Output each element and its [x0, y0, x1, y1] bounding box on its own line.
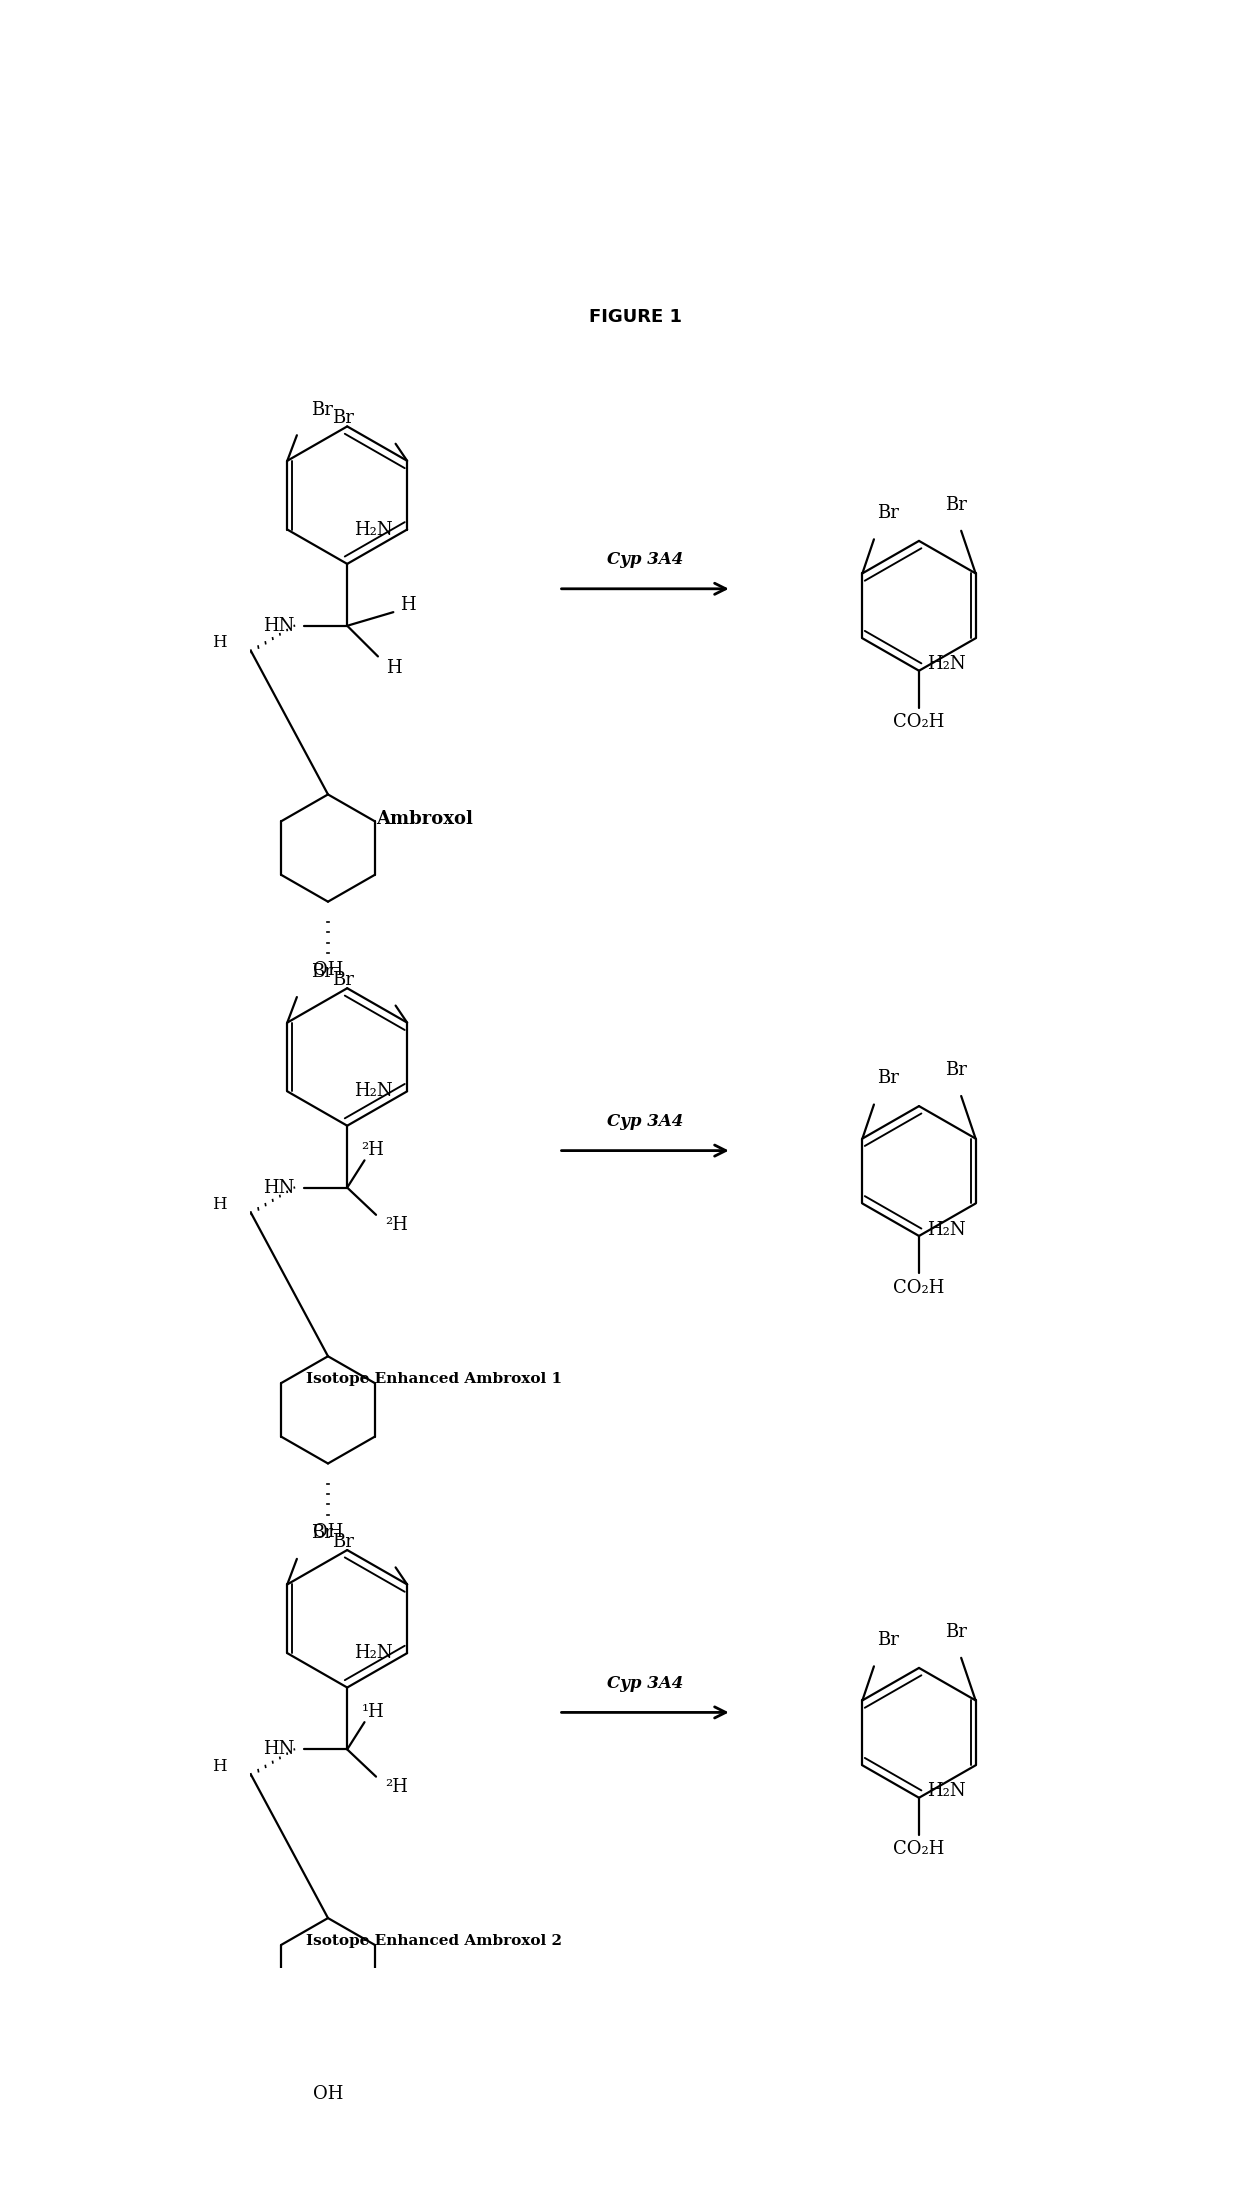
Text: Br: Br — [311, 1523, 334, 1543]
Text: OH: OH — [312, 962, 343, 979]
Text: H: H — [386, 659, 402, 677]
Text: Br: Br — [311, 962, 334, 979]
Text: ¹H: ¹H — [362, 1702, 384, 1720]
Text: Br: Br — [945, 1061, 967, 1079]
Text: CO₂H: CO₂H — [893, 714, 945, 732]
Text: HN: HN — [263, 1740, 294, 1758]
Text: Br: Br — [877, 504, 899, 522]
Text: Br: Br — [332, 1532, 355, 1550]
Text: Br: Br — [332, 409, 355, 427]
Text: CO₂H: CO₂H — [893, 1278, 945, 1296]
Text: FIGURE 1: FIGURE 1 — [589, 307, 682, 325]
Text: H: H — [401, 597, 415, 615]
Text: Cyp 3A4: Cyp 3A4 — [606, 551, 683, 568]
Text: Br: Br — [945, 1623, 967, 1641]
Text: H: H — [212, 1196, 227, 1214]
Text: Br: Br — [945, 495, 967, 513]
Text: H₂N: H₂N — [928, 1782, 966, 1800]
Text: Br: Br — [877, 1632, 899, 1649]
Text: Br: Br — [332, 971, 355, 988]
Text: Isotope Enhanced Ambroxol 1: Isotope Enhanced Ambroxol 1 — [305, 1371, 562, 1386]
Text: Isotope Enhanced Ambroxol 2: Isotope Enhanced Ambroxol 2 — [306, 1935, 562, 1948]
Text: ²H: ²H — [386, 1216, 408, 1234]
Text: H: H — [212, 635, 227, 652]
Text: H₂N: H₂N — [355, 520, 393, 539]
Text: H₂N: H₂N — [928, 1220, 966, 1238]
Text: H₂N: H₂N — [355, 1645, 393, 1663]
Text: Cyp 3A4: Cyp 3A4 — [606, 1112, 683, 1130]
Text: Br: Br — [877, 1070, 899, 1088]
Text: Cyp 3A4: Cyp 3A4 — [606, 1676, 683, 1691]
Text: H₂N: H₂N — [355, 1083, 393, 1101]
Text: ²H: ²H — [362, 1141, 384, 1159]
Text: H₂N: H₂N — [928, 654, 966, 674]
Text: HN: HN — [263, 617, 294, 635]
Text: Ambroxol: Ambroxol — [376, 809, 472, 827]
Text: OH: OH — [312, 1523, 343, 1541]
Text: Br: Br — [311, 400, 334, 418]
Text: CO₂H: CO₂H — [893, 1840, 945, 1857]
Text: H: H — [212, 1758, 227, 1775]
Text: OH: OH — [312, 2085, 343, 2103]
Text: HN: HN — [263, 1178, 294, 1196]
Text: ²H: ²H — [386, 1778, 408, 1795]
